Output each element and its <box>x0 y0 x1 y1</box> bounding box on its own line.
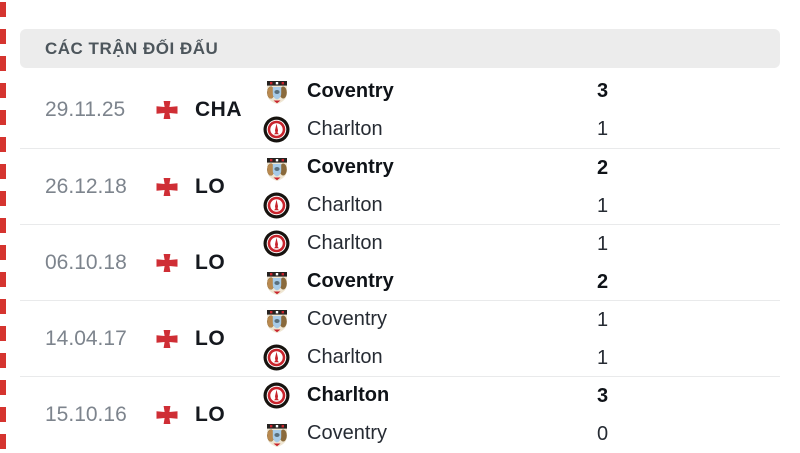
team-lines: Charlton Coventry <box>263 382 389 448</box>
team-lines: Charlton Coventry <box>263 230 394 296</box>
team-score: 1 <box>597 118 609 140</box>
team-lines: Coventry Charlton <box>263 306 387 372</box>
team-line: Charlton <box>263 115 394 143</box>
team-line: Coventry <box>263 77 394 105</box>
team-lines: Coventry Charlton <box>263 154 394 220</box>
team-name: Coventry <box>307 270 394 292</box>
left-edge-red-dashes <box>0 2 6 451</box>
team-name: Charlton <box>307 232 383 254</box>
team-score: 2 <box>597 157 609 179</box>
team-score: 0 <box>597 423 609 445</box>
match-date: 29.11.25 <box>45 98 126 121</box>
match-row[interactable]: 06.10.18 LO Charlton Coventry 1 2 <box>20 224 780 300</box>
match-row[interactable]: 26.12.18 LO Coventry Charlton 2 1 <box>20 148 780 224</box>
match-row[interactable]: 29.11.25 CHA Coventry Charlton 3 1 <box>20 72 780 148</box>
team-line: Charlton <box>263 382 389 410</box>
team-score: 1 <box>597 309 609 331</box>
team-name: Charlton <box>307 194 383 216</box>
coventry-crest-icon <box>263 154 290 181</box>
team-line: Coventry <box>263 268 394 296</box>
match-row[interactable]: 14.04.17 LO Coventry Charlton 1 1 <box>20 300 780 376</box>
coventry-crest-icon <box>263 306 290 333</box>
coventry-crest-icon <box>263 268 290 295</box>
team-name: Coventry <box>307 156 394 178</box>
team-name: Coventry <box>307 422 388 444</box>
england-flag-icon <box>152 404 182 426</box>
coventry-crest-icon <box>263 420 290 447</box>
team-line: Charlton <box>263 192 394 220</box>
team-score: 2 <box>597 271 609 293</box>
england-flag-icon <box>152 99 182 121</box>
team-line: Coventry <box>263 420 389 448</box>
team-score: 1 <box>597 195 609 217</box>
competition-code: CHA <box>195 98 242 121</box>
competition-code: LO <box>195 250 226 274</box>
england-flag-icon <box>152 176 182 198</box>
team-score: 3 <box>597 80 609 102</box>
team-line: Charlton <box>263 230 394 258</box>
team-name: Charlton <box>307 346 383 368</box>
match-date: 26.12.18 <box>45 174 127 198</box>
charlton-crest-icon <box>263 382 290 409</box>
team-score: 1 <box>597 347 609 369</box>
team-line: Coventry <box>263 154 394 182</box>
section-title: CÁC TRẬN ĐỐI ĐẤU <box>45 38 219 58</box>
team-score: 3 <box>597 385 609 407</box>
competition-code: LO <box>195 174 226 198</box>
england-flag-icon <box>152 328 182 350</box>
team-name: Coventry <box>307 308 388 330</box>
charlton-crest-icon <box>263 192 290 219</box>
match-date: 14.04.17 <box>45 326 127 350</box>
head-to-head-match-list: 29.11.25 CHA Coventry Charlton 3 1 26.12.18 LO C… <box>0 72 800 452</box>
charlton-crest-icon <box>263 344 290 371</box>
competition-code: LO <box>195 402 226 426</box>
team-line: Charlton <box>263 344 387 372</box>
team-score: 1 <box>597 233 609 255</box>
england-flag-icon <box>152 252 182 274</box>
team-name: Coventry <box>307 79 394 102</box>
team-lines: Coventry Charlton <box>263 77 394 143</box>
match-date: 15.10.16 <box>45 402 127 426</box>
team-name: Charlton <box>307 384 390 406</box>
match-date: 06.10.18 <box>45 250 127 274</box>
section-header: CÁC TRẬN ĐỐI ĐẤU <box>20 29 780 68</box>
match-row[interactable]: 15.10.16 LO Charlton Coventry 3 0 <box>20 376 780 452</box>
coventry-crest-icon <box>263 78 290 105</box>
charlton-crest-icon <box>263 230 290 257</box>
charlton-crest-icon <box>263 116 290 143</box>
competition-code: LO <box>195 326 226 350</box>
team-name: Charlton <box>307 117 383 140</box>
team-line: Coventry <box>263 306 387 334</box>
